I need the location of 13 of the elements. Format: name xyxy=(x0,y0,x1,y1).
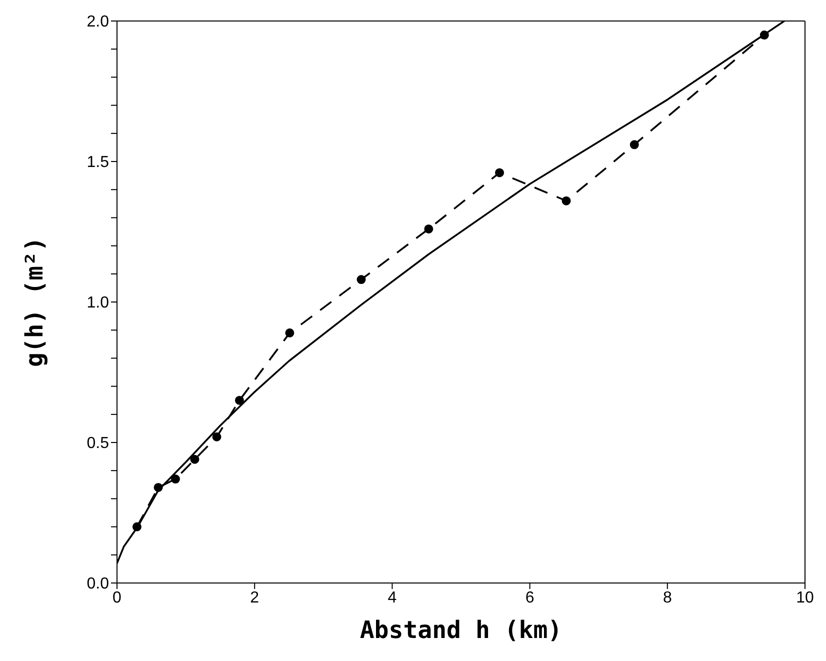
x-axis-title: Abstand h (km) xyxy=(360,616,562,644)
y-tick-label: 1.0 xyxy=(86,294,110,312)
y-tick-label: 0.0 xyxy=(86,576,110,593)
x-tick-label: 4 xyxy=(388,589,397,606)
y-tick-label: 1.5 xyxy=(86,154,110,172)
x-tick-label: 0 xyxy=(112,589,122,606)
y-axis-title: g(h) (m²) xyxy=(20,236,49,368)
x-tick-label: 6 xyxy=(525,589,534,606)
y-tick-label: 0.5 xyxy=(86,435,110,452)
x-tick-label: 10 xyxy=(796,589,814,606)
x-tick-label: 8 xyxy=(662,589,672,606)
y-tick-label: 2.0 xyxy=(86,14,110,31)
x-tick-label: 2 xyxy=(250,589,260,606)
